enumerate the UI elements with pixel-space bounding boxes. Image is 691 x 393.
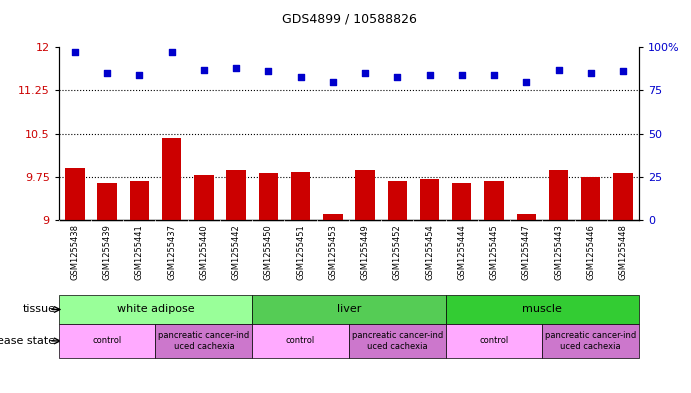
Bar bbox=[252, 324, 349, 358]
Text: GSM1255442: GSM1255442 bbox=[231, 224, 240, 279]
Bar bbox=[484, 181, 504, 220]
Text: control: control bbox=[480, 336, 509, 345]
Text: GSM1255438: GSM1255438 bbox=[70, 224, 79, 280]
Text: GSM1255451: GSM1255451 bbox=[296, 224, 305, 279]
Point bbox=[521, 79, 532, 85]
Text: GSM1255448: GSM1255448 bbox=[618, 224, 627, 280]
Bar bbox=[542, 324, 639, 358]
Point bbox=[553, 66, 564, 73]
Bar bbox=[349, 324, 446, 358]
Bar bbox=[446, 324, 542, 358]
Bar bbox=[517, 214, 536, 220]
Point bbox=[231, 65, 242, 71]
Point bbox=[102, 70, 113, 76]
Text: pancreatic cancer-ind
uced cachexia: pancreatic cancer-ind uced cachexia bbox=[545, 331, 636, 351]
Text: GSM1255443: GSM1255443 bbox=[554, 224, 563, 280]
Bar bbox=[355, 170, 375, 220]
Text: GSM1255446: GSM1255446 bbox=[586, 224, 596, 280]
Bar bbox=[162, 138, 181, 220]
Point bbox=[263, 68, 274, 75]
Text: GSM1255439: GSM1255439 bbox=[102, 224, 112, 280]
Text: control: control bbox=[93, 336, 122, 345]
Text: GSM1255437: GSM1255437 bbox=[167, 224, 176, 280]
Bar bbox=[252, 295, 446, 324]
Text: GSM1255440: GSM1255440 bbox=[199, 224, 209, 279]
Point bbox=[328, 79, 339, 85]
Text: GSM1255441: GSM1255441 bbox=[135, 224, 144, 279]
Text: pancreatic cancer-ind
uced cachexia: pancreatic cancer-ind uced cachexia bbox=[158, 331, 249, 351]
Bar bbox=[155, 324, 252, 358]
Text: GSM1255444: GSM1255444 bbox=[457, 224, 466, 279]
Bar bbox=[420, 178, 439, 220]
Text: GSM1255445: GSM1255445 bbox=[489, 224, 499, 279]
Point bbox=[585, 70, 596, 76]
Text: GSM1255452: GSM1255452 bbox=[392, 224, 402, 279]
Point bbox=[198, 66, 209, 73]
Text: tissue: tissue bbox=[22, 305, 55, 314]
Bar bbox=[194, 175, 214, 220]
Text: GSM1255453: GSM1255453 bbox=[328, 224, 337, 280]
Point bbox=[166, 49, 177, 55]
Bar bbox=[59, 295, 252, 324]
Bar bbox=[549, 170, 568, 220]
Bar bbox=[581, 177, 600, 220]
Text: pancreatic cancer-ind
uced cachexia: pancreatic cancer-ind uced cachexia bbox=[352, 331, 443, 351]
Text: GSM1255454: GSM1255454 bbox=[425, 224, 434, 279]
Text: GSM1255449: GSM1255449 bbox=[361, 224, 370, 279]
Text: disease state: disease state bbox=[0, 336, 55, 346]
Bar bbox=[291, 172, 310, 220]
Bar bbox=[258, 173, 278, 220]
Bar bbox=[227, 170, 246, 220]
Point bbox=[456, 72, 467, 78]
Point bbox=[69, 49, 80, 55]
Text: GDS4899 / 10588826: GDS4899 / 10588826 bbox=[281, 13, 417, 26]
Bar bbox=[614, 173, 633, 220]
Text: GSM1255450: GSM1255450 bbox=[264, 224, 273, 279]
Point bbox=[392, 73, 403, 80]
Point bbox=[489, 72, 500, 78]
Bar bbox=[323, 214, 343, 220]
Bar bbox=[446, 295, 639, 324]
Point bbox=[134, 72, 145, 78]
Point bbox=[295, 73, 306, 80]
Text: muscle: muscle bbox=[522, 305, 562, 314]
Text: white adipose: white adipose bbox=[117, 305, 194, 314]
Bar bbox=[97, 183, 117, 220]
Point bbox=[359, 70, 370, 76]
Bar bbox=[65, 168, 84, 220]
Point bbox=[618, 68, 629, 75]
Text: GSM1255447: GSM1255447 bbox=[522, 224, 531, 280]
Text: liver: liver bbox=[337, 305, 361, 314]
Bar bbox=[388, 181, 407, 220]
Text: control: control bbox=[286, 336, 315, 345]
Point bbox=[424, 72, 435, 78]
Bar bbox=[452, 183, 471, 220]
Bar bbox=[130, 181, 149, 220]
Bar bbox=[59, 324, 155, 358]
